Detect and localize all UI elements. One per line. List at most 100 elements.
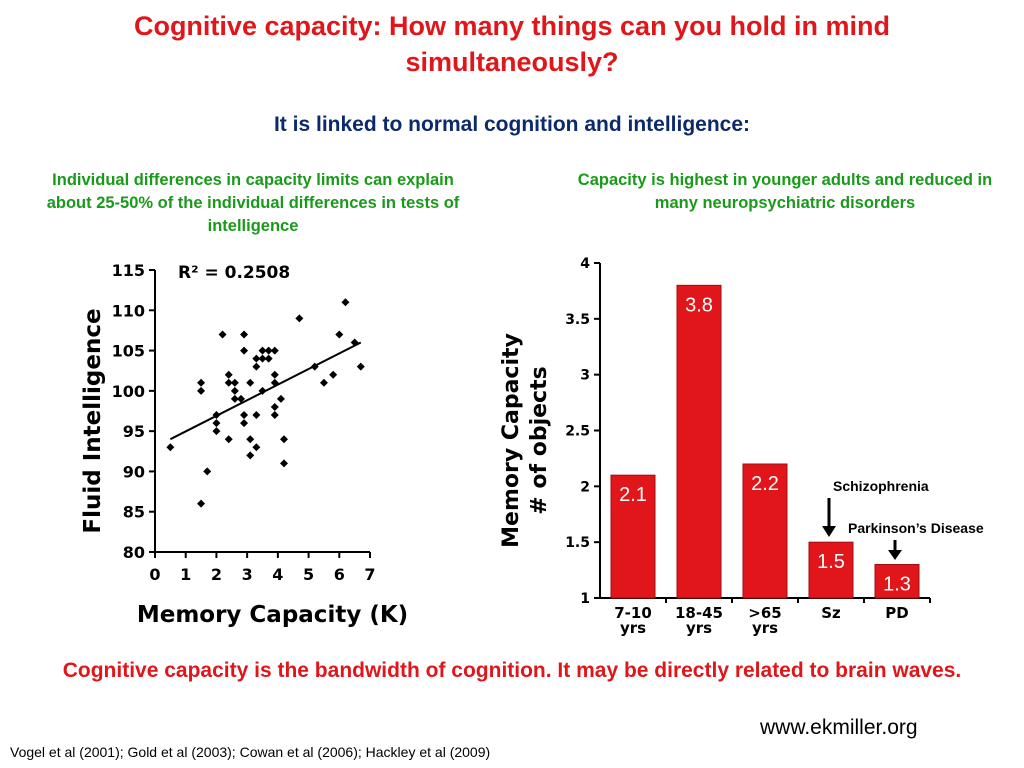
schizophrenia-arrow-icon: [822, 526, 836, 537]
scatter-y-tick-label: 80: [123, 543, 145, 562]
bar-y-tick-label: 3: [580, 368, 590, 384]
data-point: [230, 378, 239, 387]
data-point: [246, 451, 255, 460]
r-squared-annotation: R² = 0.2508: [178, 263, 290, 283]
schizophrenia-label: Schizophrenia: [833, 478, 929, 494]
data-point: [197, 499, 206, 508]
bar: [874, 564, 920, 599]
scatter-x-tick-label: 7: [364, 565, 375, 584]
data-point: [280, 459, 288, 468]
data-point: [270, 346, 279, 355]
scatter-x-tick-label: 0: [149, 565, 160, 584]
slide-subtitle: It is linked to normal cognition and int…: [273, 113, 751, 136]
data-point: [356, 362, 365, 371]
data-point: [258, 386, 267, 395]
data-point: [197, 378, 206, 387]
scatter-y-tick-label: 115: [112, 261, 145, 280]
data-point: [240, 330, 249, 339]
bar: [808, 541, 854, 599]
bar-y-tick-label: 4: [580, 256, 590, 272]
bar: [742, 463, 788, 599]
slide-title: Cognitive capacity: How many things can …: [133, 11, 891, 77]
data-point: [252, 354, 261, 363]
data-point: [203, 467, 212, 476]
data-point: [224, 370, 233, 379]
data-point: [212, 411, 221, 420]
scatter-x-tick-label: 1: [180, 565, 191, 584]
data-point: [270, 370, 279, 379]
data-point: [237, 394, 245, 403]
scatter-y-tick-label: 85: [123, 503, 145, 522]
data-point: [264, 346, 273, 355]
right-caption: Capacity is highest in younger adults an…: [577, 171, 993, 212]
bar-value-label: 1.3: [883, 574, 911, 596]
data-point: [224, 378, 233, 387]
data-point: [258, 346, 267, 355]
data-point: [246, 378, 255, 387]
data-point: [224, 435, 233, 444]
bar-category-label: >65: [748, 604, 781, 622]
data-point: [218, 330, 227, 339]
data-point: [197, 386, 206, 395]
scatter-y-tick-label: 110: [112, 301, 145, 320]
bar-value-label: 2.1: [619, 484, 647, 506]
bar-y-tick-label: 1.5: [565, 535, 590, 551]
bottom-statement: Cognitive capacity is the bandwidth of c…: [62, 659, 962, 682]
data-point: [295, 314, 304, 323]
bar-chart: 11.522.533.542.17-10yrs3.818-45yrs2.2>65…: [499, 256, 984, 637]
bar-category-label: yrs: [752, 619, 778, 637]
data-point: [230, 386, 239, 395]
bar: [610, 474, 656, 599]
data-point: [240, 419, 249, 428]
data-point: [329, 370, 338, 379]
data-point: [319, 378, 328, 387]
bar-category-label: 18-45: [675, 604, 723, 622]
data-point: [166, 443, 175, 452]
data-point: [264, 354, 273, 363]
scatter-x-tick-label: 6: [334, 565, 345, 584]
bar-category-label: yrs: [686, 619, 712, 637]
bar-y-tick-label: 3.5: [565, 312, 590, 328]
data-point: [246, 435, 255, 444]
bar-category-label: PD: [885, 604, 908, 622]
scatter-y-tick-label: 95: [123, 422, 145, 441]
data-point: [270, 378, 279, 387]
data-point: [230, 394, 239, 403]
bar-value-label: 2.2: [751, 473, 779, 495]
data-point: [252, 443, 261, 452]
data-point: [341, 298, 350, 307]
bar-category-label: 7-10: [614, 604, 652, 622]
left-caption: Individual differences in capacity limit…: [46, 171, 460, 235]
data-point: [240, 346, 249, 355]
scatter-x-tick-label: 5: [303, 565, 314, 584]
data-point: [335, 330, 344, 339]
bar-y-axis-title: # of objects: [527, 366, 552, 514]
data-point: [270, 411, 279, 420]
bar: [676, 284, 722, 599]
bar-value-label: 1.5: [817, 551, 845, 573]
scatter-x-tick-label: 3: [242, 565, 253, 584]
bar-y-tick-label: 2.5: [565, 424, 590, 440]
data-point: [240, 411, 249, 420]
references: Vogel et al (2001); Gold et al (2003); C…: [10, 744, 491, 760]
data-point: [276, 394, 285, 403]
scatter-x-tick-label: 2: [211, 565, 222, 584]
scatter-y-tick-label: 100: [112, 382, 145, 401]
bar-category-label: Sz: [821, 604, 841, 622]
website-link[interactable]: www.ekmiller.org: [760, 716, 918, 739]
data-point: [212, 427, 221, 436]
data-point: [212, 419, 221, 428]
data-point: [252, 411, 261, 420]
data-point: [258, 354, 267, 363]
bar-value-label: 3.8: [685, 294, 713, 316]
scatter-y-axis-title: Fluid Intelligence: [80, 308, 106, 533]
bar-y-tick-label: 2: [580, 479, 590, 495]
bar-y-tick-label: 1: [580, 591, 590, 607]
scatter-y-tick-label: 105: [112, 342, 145, 361]
data-point: [350, 338, 359, 347]
data-point: [252, 362, 261, 371]
data-point: [310, 362, 319, 371]
bar-category-label: yrs: [620, 619, 646, 637]
scatter-y-tick-label: 90: [123, 462, 145, 481]
data-point: [270, 402, 279, 411]
